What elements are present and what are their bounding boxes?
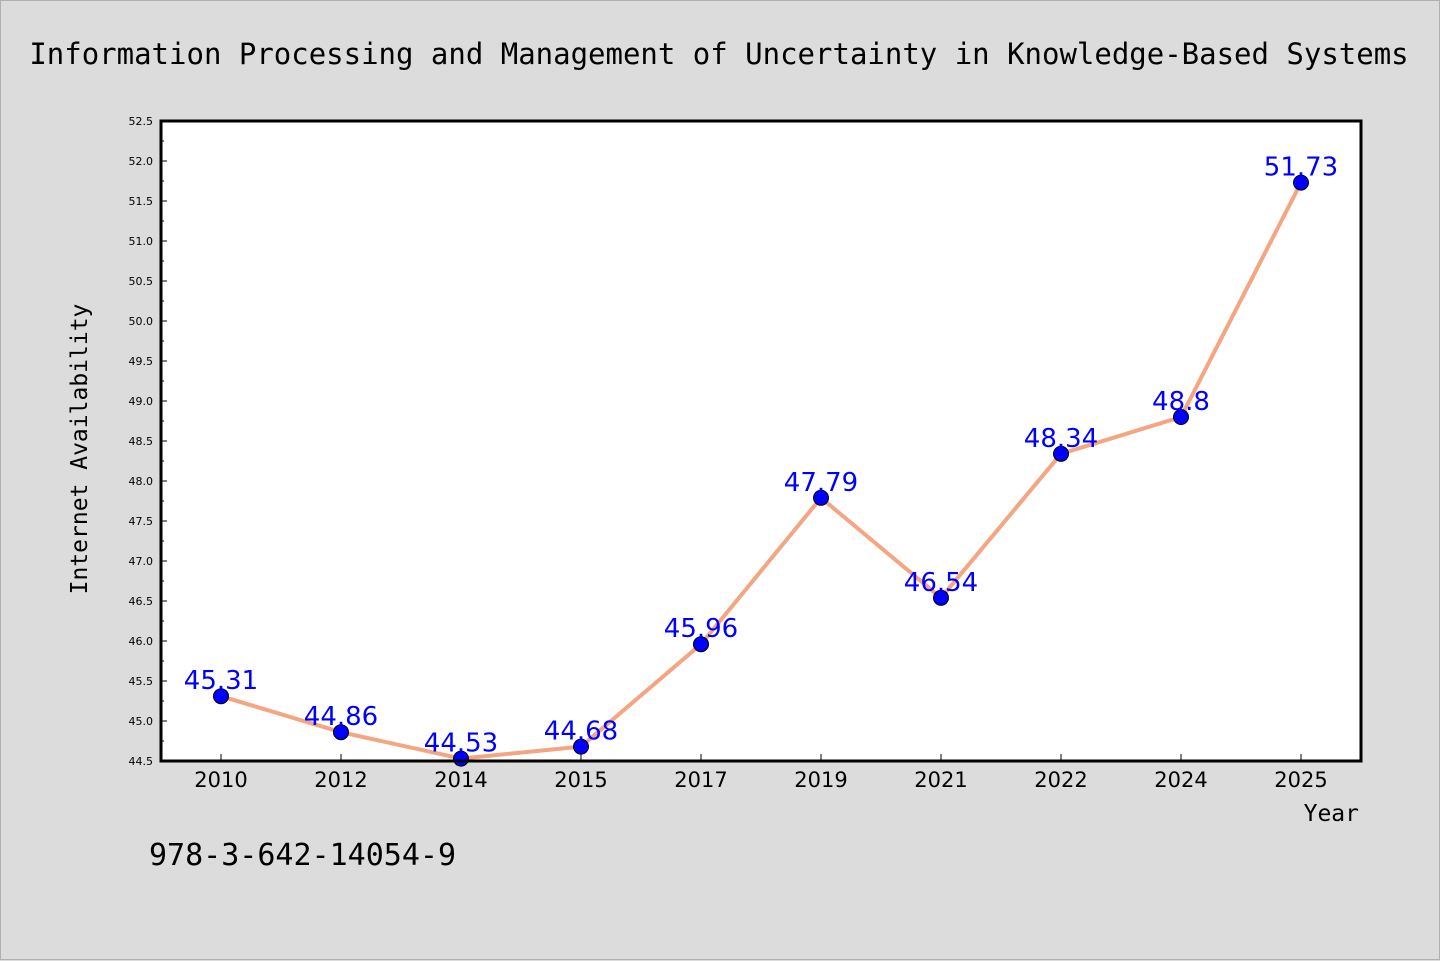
data-label: 45.31 bbox=[184, 666, 258, 696]
y-tick-label: 51.0 bbox=[129, 235, 154, 248]
y-tick-label: 45.5 bbox=[129, 675, 154, 688]
data-label: 44.53 bbox=[424, 729, 498, 759]
data-point bbox=[573, 738, 589, 755]
data-label: 51.73 bbox=[1264, 153, 1338, 183]
y-tick-label: 45.0 bbox=[129, 715, 154, 728]
plot-border bbox=[159, 119, 1363, 763]
x-tick-label: 2017 bbox=[674, 768, 727, 792]
data-label: 47.79 bbox=[784, 468, 858, 498]
y-tick-label: 48.0 bbox=[129, 475, 154, 488]
x-tick-label: 2019 bbox=[794, 768, 847, 792]
x-tick-label: 2012 bbox=[314, 768, 367, 792]
plot-area bbox=[161, 121, 1361, 761]
x-tick-label: 2014 bbox=[434, 768, 487, 792]
data-point bbox=[813, 489, 829, 506]
y-tick-label: 51.5 bbox=[129, 195, 154, 208]
y-tick-label: 50.0 bbox=[129, 315, 154, 328]
y-tick-label: 50.5 bbox=[129, 275, 154, 288]
y-axis-ticks: 44.5 45.0 45.5 46.0 46.5 47.0 47.5 48.0 48.5 49.0… bbox=[129, 115, 167, 768]
y-axis-label: Internet Availability bbox=[67, 304, 93, 595]
x-tick-label: 2015 bbox=[554, 768, 607, 792]
isbn-footnote: 978-3-642-14054-9 bbox=[149, 838, 456, 873]
data-point bbox=[933, 589, 949, 606]
data-point bbox=[213, 688, 229, 705]
data-label: 48.8 bbox=[1152, 387, 1210, 417]
y-tick-label: 48.5 bbox=[129, 435, 154, 448]
x-tick-label: 2025 bbox=[1274, 768, 1327, 792]
y-tick-label: 49.5 bbox=[129, 355, 154, 368]
y-tick-label: 47.5 bbox=[129, 515, 154, 528]
data-label: 46.54 bbox=[904, 568, 978, 598]
chart-title: Information Processing and Management of… bbox=[29, 37, 1408, 71]
x-tick-label: 2022 bbox=[1034, 768, 1087, 792]
data-point bbox=[1173, 409, 1189, 425]
data-label: 44.68 bbox=[544, 717, 618, 747]
x-axis-ticks: 2010 2012 2014 2015 2017 2019 2021 2022 2024 2025 bbox=[194, 754, 1328, 792]
data-point bbox=[693, 636, 709, 653]
data-point bbox=[333, 724, 349, 741]
data-label: 48.34 bbox=[1024, 424, 1098, 454]
y-tick-label: 44.5 bbox=[129, 755, 154, 768]
y-tick-label: 46.0 bbox=[129, 635, 154, 648]
y-tick-label: 52.5 bbox=[129, 115, 154, 128]
series-line-group: 45.31 44.86 44.53 44.68 45.96 47.79 46.54 48.34… bbox=[184, 153, 1338, 767]
data-point bbox=[1053, 445, 1069, 462]
y-tick-label: 46.5 bbox=[129, 595, 154, 608]
data-label: 45.96 bbox=[664, 614, 738, 644]
x-axis-label: Year bbox=[1304, 801, 1359, 827]
x-tick-label: 2010 bbox=[194, 768, 247, 792]
y-tick-label: 47.0 bbox=[129, 555, 154, 568]
x-tick-label: 2024 bbox=[1154, 768, 1207, 792]
series-line bbox=[220, 181, 1303, 761]
data-point bbox=[1293, 174, 1309, 191]
y-tick-label: 49.0 bbox=[129, 395, 154, 408]
x-tick-label: 2021 bbox=[914, 768, 967, 792]
data-label: 44.86 bbox=[304, 702, 378, 732]
y-tick-label: 52.0 bbox=[129, 155, 154, 168]
